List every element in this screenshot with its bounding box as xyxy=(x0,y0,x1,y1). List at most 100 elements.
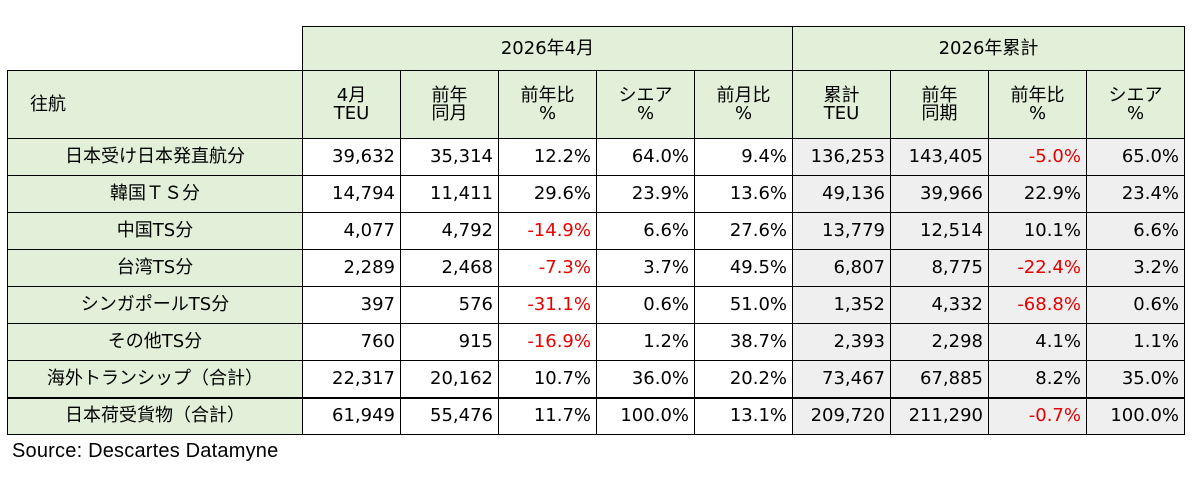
table-cell: -0.7% xyxy=(988,396,1087,435)
table-cell: -14.9% xyxy=(498,212,597,250)
column-header: 4月 TEU xyxy=(302,70,401,139)
table-cell: 100.0% xyxy=(596,396,695,435)
table-cell: 13.1% xyxy=(694,396,793,435)
column-header-line2: 同期 xyxy=(921,102,958,124)
column-header: シエア% xyxy=(596,70,695,139)
table-cell: -22.4% xyxy=(988,249,1087,287)
column-header-line1: 前月比 xyxy=(716,84,771,106)
table-cell: 55,476 xyxy=(400,396,499,435)
column-header: 前年比% xyxy=(988,70,1087,139)
table-cell: 0.6% xyxy=(596,286,695,324)
row-label: 中国TS分 xyxy=(7,212,303,250)
table-cell: 36.0% xyxy=(596,360,695,398)
row-label: 台湾TS分 xyxy=(7,249,303,287)
table-cell: 38.7% xyxy=(694,323,793,361)
table-cell: 22.9% xyxy=(988,175,1087,213)
table-cell: 2,393 xyxy=(792,323,891,361)
table-cell: 65.0% xyxy=(1086,138,1185,176)
column-header-line1: 前年比 xyxy=(520,84,575,106)
table-row: 海外トランシップ（合計） 22,317 20,162 10.7% 36.0% 20.2% 7… xyxy=(7,360,1185,398)
table-cell: 23.4% xyxy=(1086,175,1185,213)
source-caption: Source: Descartes Datamyne xyxy=(12,440,279,462)
table-cell: 143,405 xyxy=(890,138,989,176)
table-cell: 209,720 xyxy=(792,396,891,435)
column-header-line2: 同月 xyxy=(431,102,468,124)
table-cell: 4.1% xyxy=(988,323,1087,361)
table-cell: -31.1% xyxy=(498,286,597,324)
table-cell: 3.7% xyxy=(596,249,695,287)
table-cell: 64.0% xyxy=(596,138,695,176)
table-cell: 20,162 xyxy=(400,360,499,398)
table-cell: 2,298 xyxy=(890,323,989,361)
table-cell: 0.6% xyxy=(1086,286,1185,324)
table-row: 台湾TS分 2,289 2,468 -7.3% 3.7% 49.5% 6,807 8,775-… xyxy=(7,249,1185,287)
table-cell: 35.0% xyxy=(1086,360,1185,398)
column-header: 前年比% xyxy=(498,70,597,139)
table-cell: 12.2% xyxy=(498,138,597,176)
column-header-line1: 前年 xyxy=(431,84,468,106)
column-header: 前年 同月 xyxy=(400,70,499,139)
column-header-line1: 前年比 xyxy=(1010,84,1065,106)
table-cell: 136,253 xyxy=(792,138,891,176)
table-cell: 10.1% xyxy=(988,212,1087,250)
table-cell: 760 xyxy=(302,323,401,361)
table-cell: 12,514 xyxy=(890,212,989,250)
column-header-line2: TEU xyxy=(823,102,860,124)
table-cell: 6.6% xyxy=(596,212,695,250)
table-row: その他TS分 760 915 -16.9% 1.2% 38.7% 2,393 2,298 4.1… xyxy=(7,323,1185,361)
group-header-month: 2026年4月 xyxy=(302,26,793,71)
table-cell: 1.1% xyxy=(1086,323,1185,361)
table-cell: 49.5% xyxy=(694,249,793,287)
table-cell: 11.7% xyxy=(498,396,597,435)
table-cell: 397 xyxy=(302,286,401,324)
table-cell: 2,289 xyxy=(302,249,401,287)
table-cell: 51.0% xyxy=(694,286,793,324)
column-header: 前月比% xyxy=(694,70,793,139)
table-cell: 6.6% xyxy=(1086,212,1185,250)
table-cell: 67,885 xyxy=(890,360,989,398)
column-header-line2: % xyxy=(1028,102,1047,124)
table-cell: 13,779 xyxy=(792,212,891,250)
table-cell: 23.9% xyxy=(596,175,695,213)
row-label: 韓国ＴＳ分 xyxy=(7,175,303,213)
table-cell: 1.2% xyxy=(596,323,695,361)
table-cell: 915 xyxy=(400,323,499,361)
table-cell: 39,632 xyxy=(302,138,401,176)
row-label: 日本荷受貨物（合計） xyxy=(7,396,303,435)
row-label: シンガポールTS分 xyxy=(7,286,303,324)
table-cell: -16.9% xyxy=(498,323,597,361)
table-cell: 8.2% xyxy=(988,360,1087,398)
table-row: 中国TS分 4,077 4,792 -14.9% 6.6% 27.6% 13,779 12,5… xyxy=(7,212,1185,250)
column-header: 累計 TEU xyxy=(792,70,891,139)
corner-blank-cell xyxy=(7,26,303,71)
teu-statistics-table: 2026年4月 2026年累計 往航 4月 TEU 前年 同月 前年比% シエア% 前月比%… xyxy=(7,26,1185,435)
table-cell: -5.0% xyxy=(988,138,1087,176)
table-cell: 22,317 xyxy=(302,360,401,398)
column-header-line2: % xyxy=(1126,102,1145,124)
table-cell: 100.0% xyxy=(1086,396,1185,435)
table-cell: 14,794 xyxy=(302,175,401,213)
table-cell: 35,314 xyxy=(400,138,499,176)
column-header-line1: 前年 xyxy=(921,84,958,106)
table-cell: -7.3% xyxy=(498,249,597,287)
table-cell: 9.4% xyxy=(694,138,793,176)
table-row: 日本受け日本発直航分 39,632 35,314 12.2% 64.0% 9.4% 136,… xyxy=(7,138,1185,176)
table-cell: 4,792 xyxy=(400,212,499,250)
column-header-line1: 累計 xyxy=(823,84,860,106)
table-row: 日本荷受貨物（合計） 61,949 55,476 11.7% 100.0% 13.1% 20… xyxy=(7,396,1185,435)
column-header: 前年 同期 xyxy=(890,70,989,139)
table-cell: -68.8% xyxy=(988,286,1087,324)
table-cell: 49,136 xyxy=(792,175,891,213)
table-cell: 13.6% xyxy=(694,175,793,213)
table-cell: 61,949 xyxy=(302,396,401,435)
table-cell: 11,411 xyxy=(400,175,499,213)
table-cell: 10.7% xyxy=(498,360,597,398)
row-label: 日本受け日本発直航分 xyxy=(7,138,303,176)
table-cell: 1,352 xyxy=(792,286,891,324)
table-cell: 27.6% xyxy=(694,212,793,250)
table-cell: 576 xyxy=(400,286,499,324)
table-cell: 73,467 xyxy=(792,360,891,398)
table-cell: 2,468 xyxy=(400,249,499,287)
row-label: その他TS分 xyxy=(7,323,303,361)
table-row: 韓国ＴＳ分 14,794 11,411 29.6% 23.9% 13.6% 49,136 39… xyxy=(7,175,1185,213)
